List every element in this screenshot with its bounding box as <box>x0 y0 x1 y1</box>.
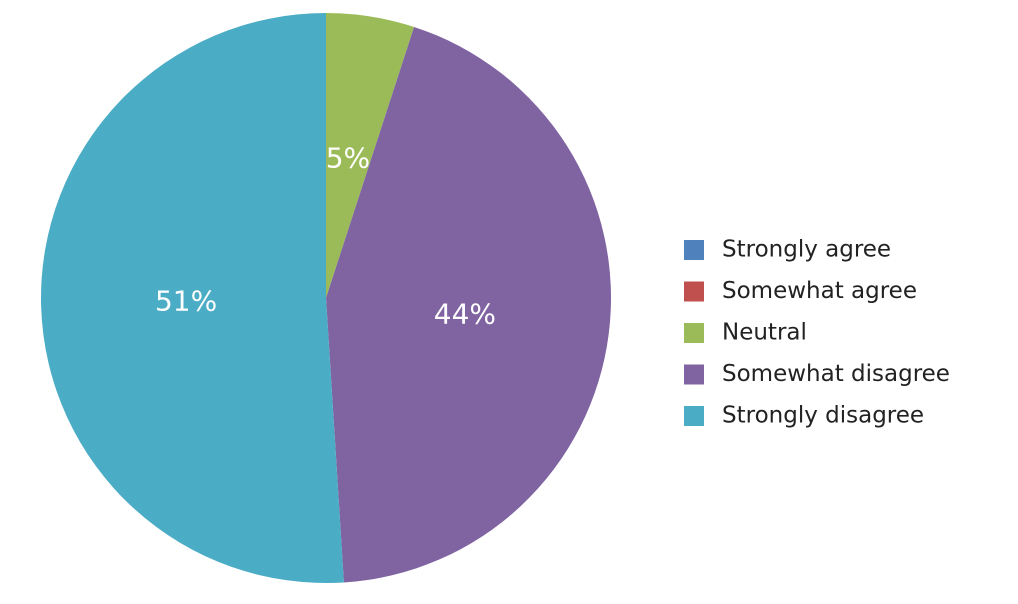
legend-swatch <box>684 406 704 426</box>
pie-slice <box>41 13 344 583</box>
data-label: 5% <box>326 142 370 175</box>
legend-swatch <box>684 281 704 302</box>
legend-label: Strongly disagree <box>722 403 924 429</box>
legend-label: Somewhat disagree <box>722 361 950 387</box>
legend-label: Neutral <box>722 320 807 346</box>
pie-slice <box>326 26 612 583</box>
legend-swatch <box>684 364 704 385</box>
legend-swatch <box>684 240 704 260</box>
data-label: 51% <box>155 284 217 317</box>
data-label: 44% <box>434 298 496 331</box>
pie-slice <box>326 13 415 298</box>
legend-label: Somewhat agree <box>722 278 917 304</box>
legend-swatch <box>684 323 704 343</box>
legend-label: Strongly agree <box>722 237 891 263</box>
